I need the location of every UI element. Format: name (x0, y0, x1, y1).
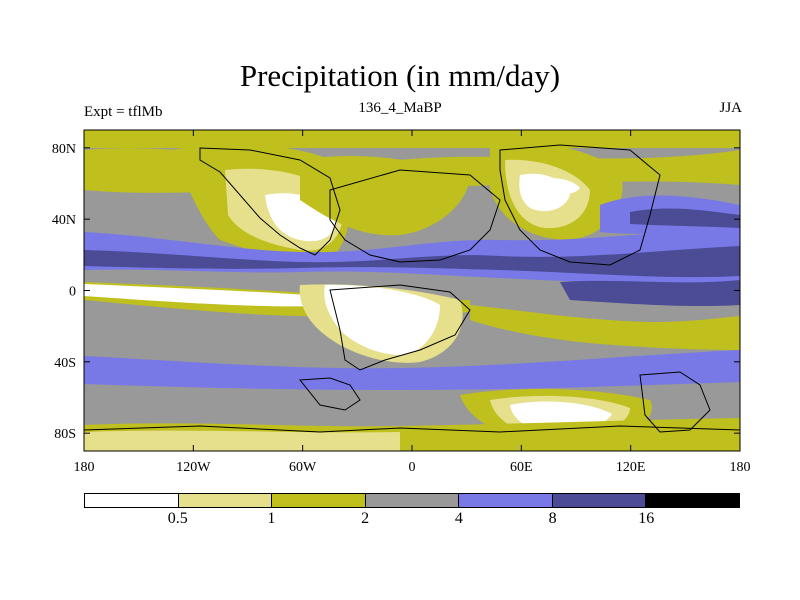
time-label: 136_4_MaBP (358, 100, 442, 116)
colorbar-level-label: 1 (267, 510, 276, 527)
lat-tick-label: 80N (52, 142, 76, 157)
lon-tick-label: 180 (74, 460, 95, 475)
latitude-axis: 80N 40N 0 40S 80S (52, 142, 740, 442)
colorbar-segment (646, 494, 740, 507)
map-field (84, 130, 740, 451)
colorbar-segment (459, 494, 553, 507)
lon-tick-label: 180 (730, 460, 751, 475)
lon-tick-label: 120E (616, 460, 646, 475)
colorbar-level-label: 0.5 (167, 510, 188, 527)
lat-tick-label: 0 (69, 285, 76, 300)
lat-tick-label: 80S (54, 427, 76, 442)
colorbar (84, 493, 740, 508)
longitude-axis: 180 120W 60W 0 60E 120E 180 (74, 130, 751, 475)
colorbar-segment (85, 494, 179, 507)
colorbar-segment (552, 494, 647, 507)
season-label: JJA (719, 100, 742, 116)
lat-tick-label: 40S (54, 356, 76, 371)
colorbar-level-label: 8 (548, 510, 557, 527)
colorbar-level-label: 16 (638, 510, 655, 527)
lon-tick-label: 60W (289, 460, 317, 475)
lat-tick-label: 40N (52, 213, 76, 228)
lon-tick-label: 120W (176, 460, 211, 475)
colorbar-level-label: 2 (361, 510, 370, 527)
lon-tick-label: 60E (510, 460, 533, 475)
colorbar-level-label: 4 (454, 510, 463, 527)
lon-tick-label: 0 (409, 460, 416, 475)
colorbar-segment (272, 494, 366, 507)
map-title: Precipitation (in mm/day) (239, 58, 561, 93)
colorbar-segment (178, 494, 273, 507)
experiment-label: Expt = tflMb (84, 104, 163, 120)
colorbar-segment (365, 494, 460, 507)
